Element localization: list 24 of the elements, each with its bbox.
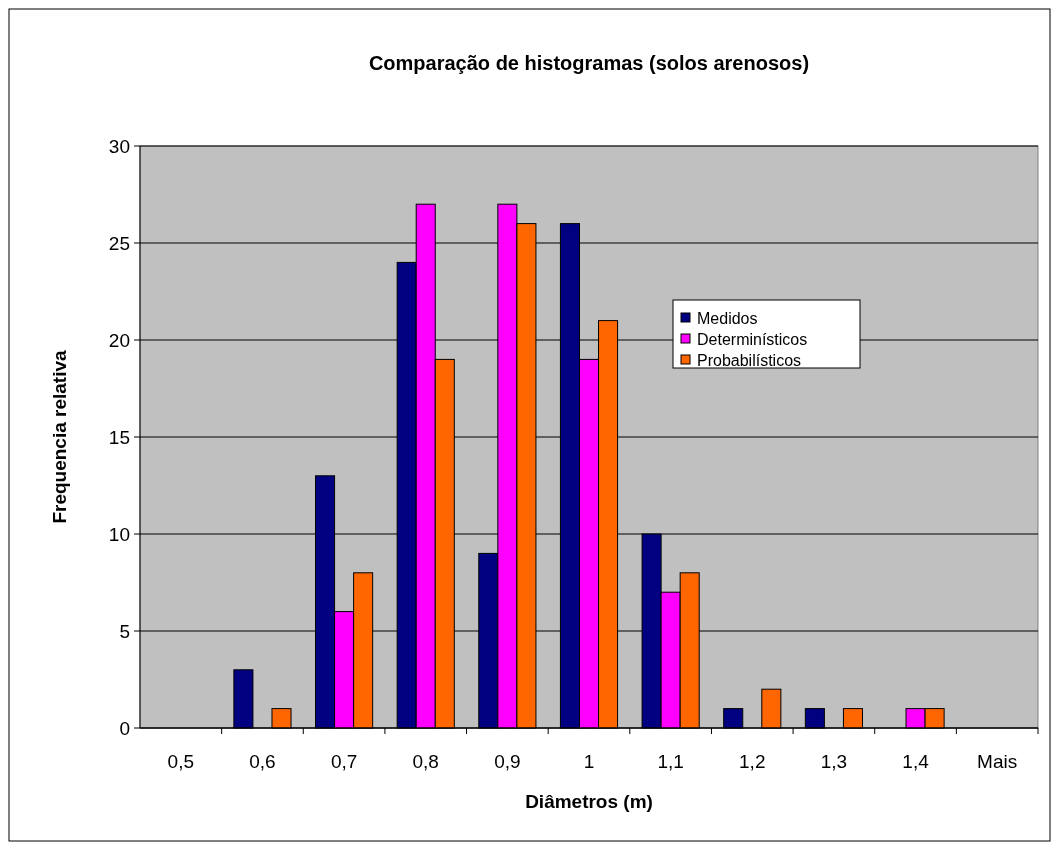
legend-label: Probabilísticos bbox=[697, 351, 802, 369]
x-tick-label: 0,5 bbox=[167, 751, 195, 772]
x-tick-label: 0,9 bbox=[494, 751, 521, 772]
x-tick-label: 1,3 bbox=[820, 751, 848, 772]
x-tick-label: 1,4 bbox=[902, 751, 930, 772]
x-tick-label: 0,6 bbox=[249, 751, 276, 772]
x-tick-label: 0,8 bbox=[412, 751, 439, 772]
y-axis-title: Frequencia relativa bbox=[49, 349, 70, 524]
y-tick-label: 0 bbox=[119, 717, 130, 739]
y-tick-label: 20 bbox=[108, 329, 130, 351]
x-tick-label: 1,1 bbox=[657, 751, 684, 772]
y-tick-label: 10 bbox=[108, 523, 130, 545]
chart-title: Comparação de histogramas (solos arenosos) bbox=[368, 52, 810, 74]
y-tick-label: 15 bbox=[108, 426, 130, 448]
y-tick-label: 5 bbox=[119, 620, 130, 642]
y-tick-label: 25 bbox=[108, 232, 130, 254]
y-tick-label: 30 bbox=[108, 135, 130, 157]
x-axis-title: Diâmetros (m) bbox=[525, 791, 653, 812]
x-tick-label: 1,2 bbox=[739, 751, 766, 772]
x-tick-label: 1 bbox=[583, 751, 595, 772]
x-tick-label: Mais bbox=[977, 751, 1018, 772]
legend-label: Medidos bbox=[697, 309, 758, 327]
legend-label: Determinísticos bbox=[697, 330, 808, 348]
x-tick-label: 0,7 bbox=[330, 751, 358, 772]
